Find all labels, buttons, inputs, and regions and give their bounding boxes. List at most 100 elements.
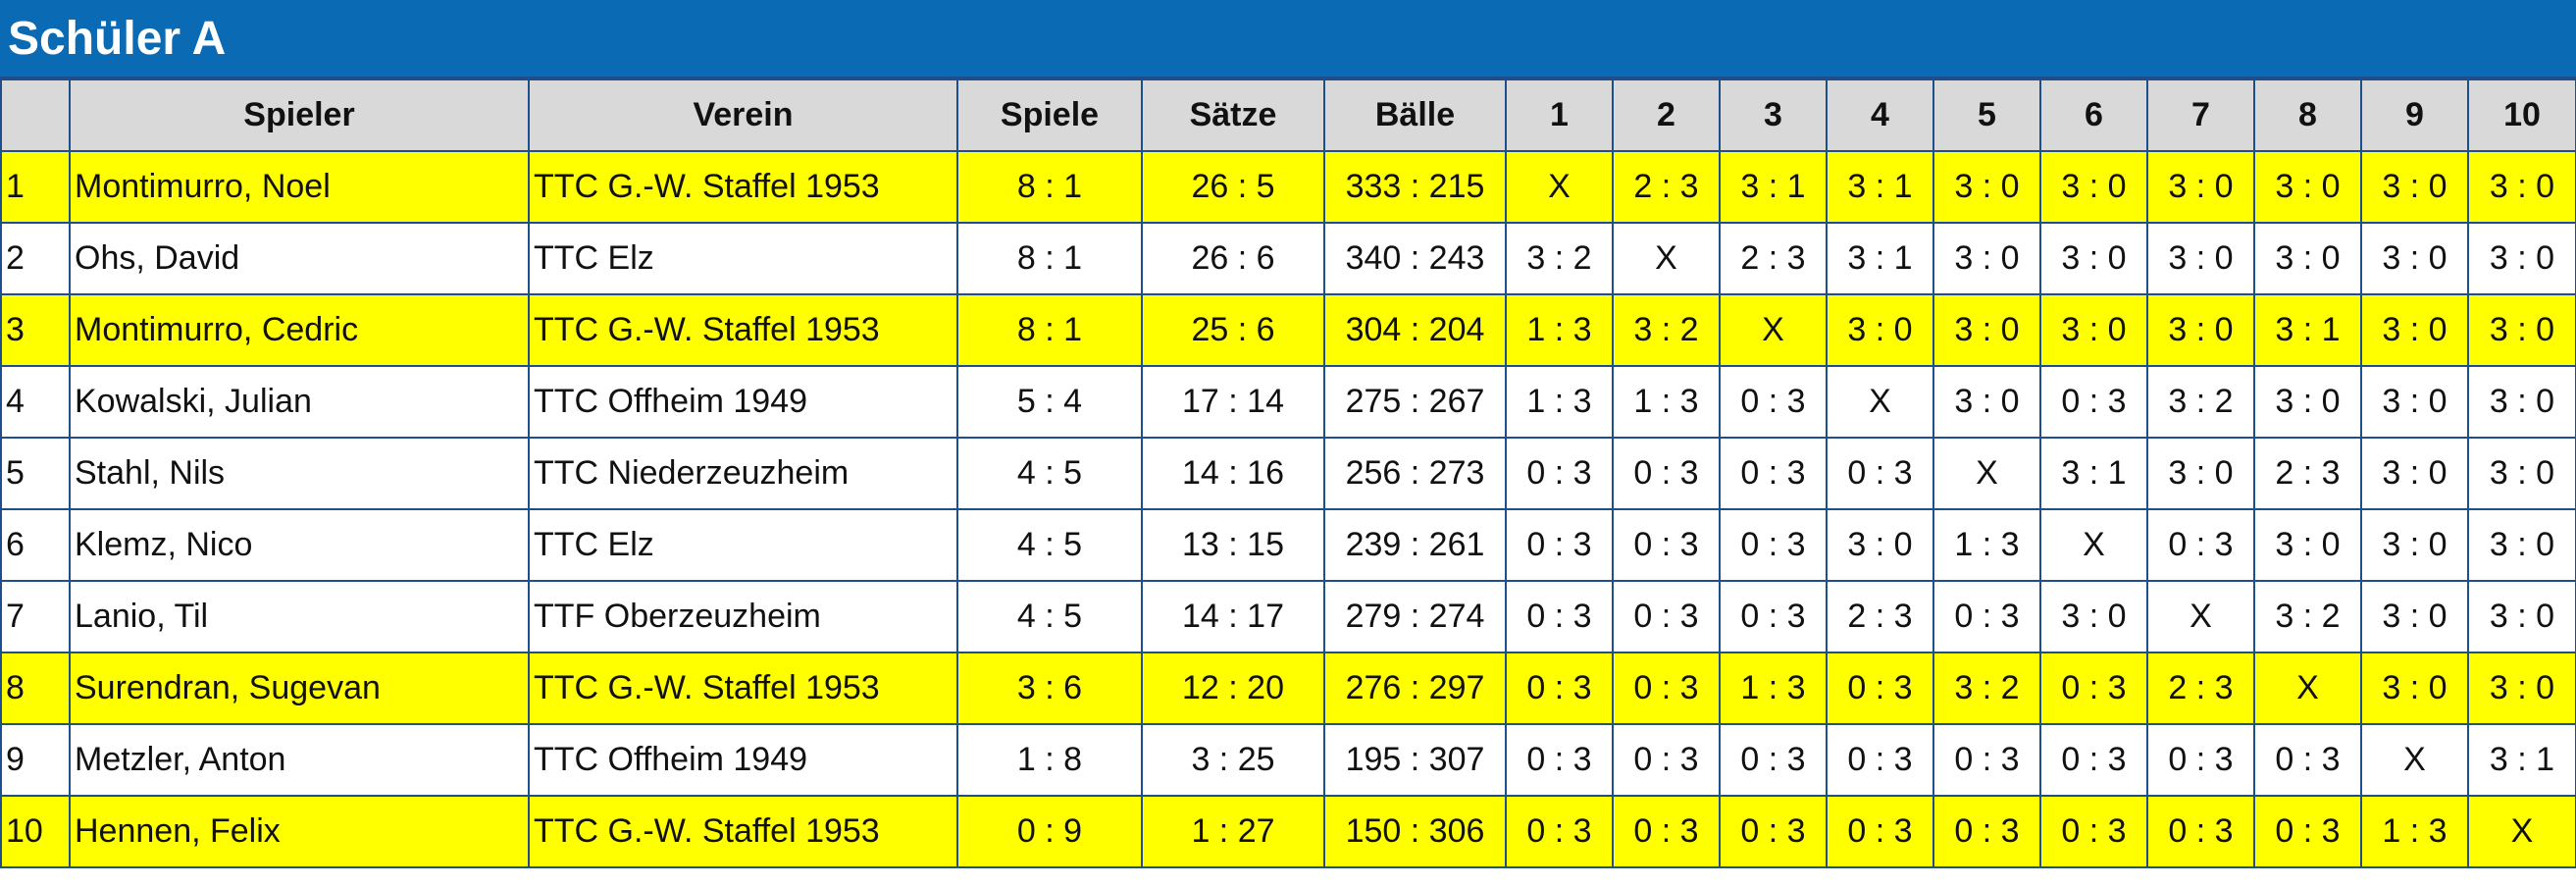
result-cell-3: 0 : 3 (1719, 723, 1828, 797)
result-cell-3: 0 : 3 (1719, 580, 1828, 653)
player-name-cell: Stahl, Nils (69, 437, 530, 510)
result-cell-4: 0 : 3 (1826, 723, 1934, 797)
balls-cell: 150 : 306 (1323, 795, 1507, 868)
balls-cell: 195 : 307 (1323, 723, 1507, 797)
result-cell-2: 0 : 3 (1612, 652, 1721, 725)
result-cell-9: 3 : 0 (2360, 222, 2469, 295)
balls-cell: 340 : 243 (1323, 222, 1507, 295)
result-cell-6: 3 : 1 (2039, 437, 2148, 510)
result-cell-2: 1 : 3 (1612, 365, 1721, 439)
title-bar: Schüler A (0, 0, 2576, 78)
result-cell-4: 3 : 1 (1826, 222, 1934, 295)
result-cell-10: 3 : 0 (2467, 437, 2576, 510)
sets-cell: 12 : 20 (1141, 652, 1325, 725)
sets-cell: 14 : 17 (1141, 580, 1325, 653)
club-cell: TTC Niederzeuzheim (528, 437, 958, 510)
club-cell: TTC Elz (528, 508, 958, 582)
result-cell-5: 3 : 2 (1932, 652, 2041, 725)
standings-table: Spieler Verein Spiele Sätze Bälle 1 2 3 … (0, 78, 2576, 868)
result-cell-9: 3 : 0 (2360, 150, 2469, 224)
header-result-3: 3 (1719, 78, 1828, 152)
result-cell-9: 3 : 0 (2360, 437, 2469, 510)
result-cell-7: 3 : 0 (2146, 222, 2255, 295)
result-cell-7: 0 : 3 (2146, 795, 2255, 868)
player-name-cell: Ohs, David (69, 222, 530, 295)
header-result-4: 4 (1826, 78, 1934, 152)
result-cell-3: 0 : 3 (1719, 365, 1828, 439)
games-cell: 0 : 9 (956, 795, 1143, 868)
rank-cell: 7 (0, 580, 71, 653)
result-cell-4: 0 : 3 (1826, 437, 1934, 510)
result-cell-7: 3 : 2 (2146, 365, 2255, 439)
player-name-cell: Lanio, Til (69, 580, 530, 653)
result-cell-4: 3 : 1 (1826, 150, 1934, 224)
balls-cell: 256 : 273 (1323, 437, 1507, 510)
rank-cell: 5 (0, 437, 71, 510)
result-cell-8: 0 : 3 (2253, 795, 2362, 868)
result-cell-8: X (2253, 652, 2362, 725)
header-result-6: 6 (2039, 78, 2148, 152)
result-cell-4: 2 : 3 (1826, 580, 1934, 653)
header-result-7: 7 (2146, 78, 2255, 152)
games-cell: 1 : 8 (956, 723, 1143, 797)
result-cell-10: 3 : 0 (2467, 150, 2576, 224)
result-cell-3: 0 : 3 (1719, 437, 1828, 510)
result-cell-4: 3 : 0 (1826, 508, 1934, 582)
result-cell-7: 0 : 3 (2146, 508, 2255, 582)
balls-cell: 333 : 215 (1323, 150, 1507, 224)
result-cell-8: 3 : 0 (2253, 365, 2362, 439)
result-cell-1: X (1505, 150, 1614, 224)
result-cell-3: 0 : 3 (1719, 508, 1828, 582)
player-name-cell: Hennen, Felix (69, 795, 530, 868)
rank-cell: 4 (0, 365, 71, 439)
result-cell-5: 0 : 3 (1932, 723, 2041, 797)
sets-cell: 26 : 5 (1141, 150, 1325, 224)
header-saetze: Sätze (1141, 78, 1325, 152)
player-name-cell: Metzler, Anton (69, 723, 530, 797)
result-cell-10: 3 : 1 (2467, 723, 2576, 797)
result-cell-1: 0 : 3 (1505, 652, 1614, 725)
rank-cell: 2 (0, 222, 71, 295)
table-row: 5 Stahl, Nils TTC Niederzeuzheim 4 : 5 14 : … (0, 437, 2576, 510)
result-cell-8: 3 : 0 (2253, 508, 2362, 582)
sets-cell: 3 : 25 (1141, 723, 1325, 797)
result-cell-6: 0 : 3 (2039, 365, 2148, 439)
result-cell-8: 2 : 3 (2253, 437, 2362, 510)
result-cell-1: 0 : 3 (1505, 795, 1614, 868)
games-cell: 4 : 5 (956, 508, 1143, 582)
result-cell-7: X (2146, 580, 2255, 653)
result-cell-3: 3 : 1 (1719, 150, 1828, 224)
rank-cell: 9 (0, 723, 71, 797)
header-baelle: Bälle (1323, 78, 1507, 152)
table-title: Schüler A (8, 13, 227, 65)
result-cell-7: 3 : 0 (2146, 293, 2255, 367)
sets-cell: 17 : 14 (1141, 365, 1325, 439)
result-cell-9: 3 : 0 (2360, 365, 2469, 439)
result-cell-3: X (1719, 293, 1828, 367)
games-cell: 8 : 1 (956, 150, 1143, 224)
result-cell-6: 3 : 0 (2039, 222, 2148, 295)
result-cell-6: 3 : 0 (2039, 580, 2148, 653)
result-cell-9: 3 : 0 (2360, 652, 2469, 725)
result-cell-1: 1 : 3 (1505, 365, 1614, 439)
result-cell-7: 3 : 0 (2146, 437, 2255, 510)
result-cell-2: 0 : 3 (1612, 508, 1721, 582)
result-cell-8: 0 : 3 (2253, 723, 2362, 797)
result-cell-6: 0 : 3 (2039, 795, 2148, 868)
sets-cell: 1 : 27 (1141, 795, 1325, 868)
result-cell-9: X (2360, 723, 2469, 797)
sets-cell: 14 : 16 (1141, 437, 1325, 510)
result-cell-1: 0 : 3 (1505, 508, 1614, 582)
club-cell: TTC G.-W. Staffel 1953 (528, 150, 958, 224)
header-row: Spieler Verein Spiele Sätze Bälle 1 2 3 … (0, 78, 2576, 152)
result-cell-8: 3 : 0 (2253, 150, 2362, 224)
result-cell-1: 0 : 3 (1505, 437, 1614, 510)
header-result-8: 8 (2253, 78, 2362, 152)
table-row: 10 Hennen, Felix TTC G.-W. Staffel 1953 0 :… (0, 795, 2576, 868)
table-row: 1 Montimurro, Noel TTC G.-W. Staffel 1953 8… (0, 150, 2576, 224)
result-cell-9: 3 : 0 (2360, 293, 2469, 367)
table-row: 4 Kowalski, Julian TTC Offheim 1949 5 : 4 17… (0, 365, 2576, 439)
player-name-cell: Klemz, Nico (69, 508, 530, 582)
result-cell-5: 1 : 3 (1932, 508, 2041, 582)
games-cell: 8 : 1 (956, 222, 1143, 295)
